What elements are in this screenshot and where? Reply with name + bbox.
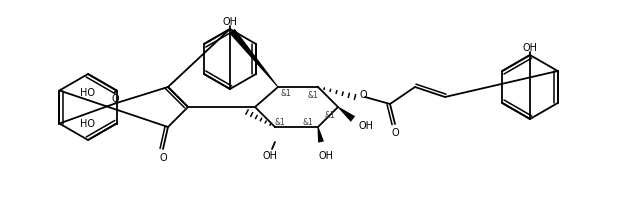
Polygon shape	[317, 127, 324, 143]
Text: O: O	[391, 127, 399, 137]
Text: HO: HO	[79, 119, 95, 129]
Polygon shape	[229, 30, 278, 88]
Text: &1: &1	[324, 111, 335, 120]
Text: HO: HO	[79, 88, 95, 98]
Text: OH: OH	[222, 17, 238, 27]
Text: O: O	[159, 152, 167, 162]
Text: &1: &1	[303, 118, 313, 127]
Text: O: O	[360, 90, 368, 99]
Text: OH: OH	[319, 150, 333, 160]
Text: O: O	[112, 94, 119, 104]
Text: &1: &1	[281, 88, 292, 97]
Text: &1: &1	[308, 91, 319, 100]
Text: OH: OH	[263, 150, 278, 160]
Text: OH: OH	[358, 121, 374, 130]
Text: &1: &1	[274, 118, 285, 127]
Text: OH: OH	[522, 43, 538, 53]
Polygon shape	[338, 107, 355, 122]
